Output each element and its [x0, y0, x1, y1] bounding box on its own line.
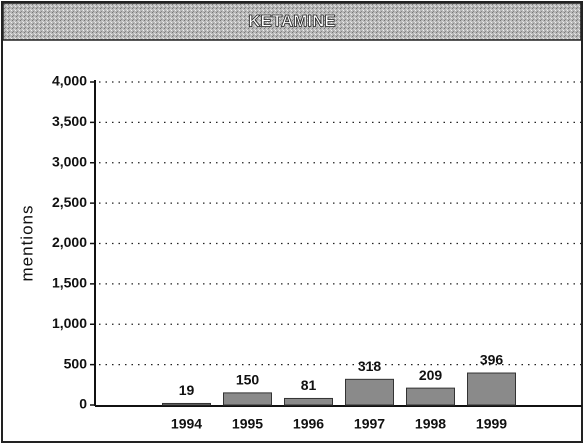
bar — [345, 378, 394, 406]
bar — [284, 397, 333, 406]
y-tick-label: 1,500 — [52, 275, 87, 291]
x-tick-label: 1995 — [232, 416, 263, 432]
title-banner — [2, 2, 582, 41]
y-tick-label: 3,500 — [52, 113, 87, 129]
data-label: 396 — [480, 352, 504, 368]
y-tick-label: 0 — [79, 396, 87, 412]
bar — [223, 392, 272, 406]
y-tick-label: 1,000 — [52, 315, 87, 331]
data-label: 318 — [358, 358, 382, 374]
data-label: 19 — [179, 382, 195, 398]
x-tick-label: 1997 — [354, 416, 385, 432]
y-axis-label: mentions — [17, 205, 36, 282]
x-tick-label: 1998 — [415, 416, 446, 432]
y-tick-label: 4,000 — [52, 73, 87, 89]
x-tick-label: 1999 — [476, 416, 507, 432]
chart-title: KETAMINE — [248, 11, 336, 30]
data-label: 209 — [419, 367, 443, 383]
x-tick-label: 1996 — [293, 416, 324, 432]
data-label: 81 — [301, 377, 317, 393]
bar — [162, 402, 211, 406]
y-tick-label: 3,000 — [52, 153, 87, 169]
bar — [406, 387, 455, 406]
y-tick-label: 2,000 — [52, 234, 87, 250]
y-tick-label: 500 — [64, 355, 88, 371]
bar — [467, 372, 516, 406]
y-tick-label: 2,500 — [52, 194, 87, 210]
data-label: 150 — [236, 372, 260, 388]
x-tick-label: 1994 — [171, 416, 202, 432]
